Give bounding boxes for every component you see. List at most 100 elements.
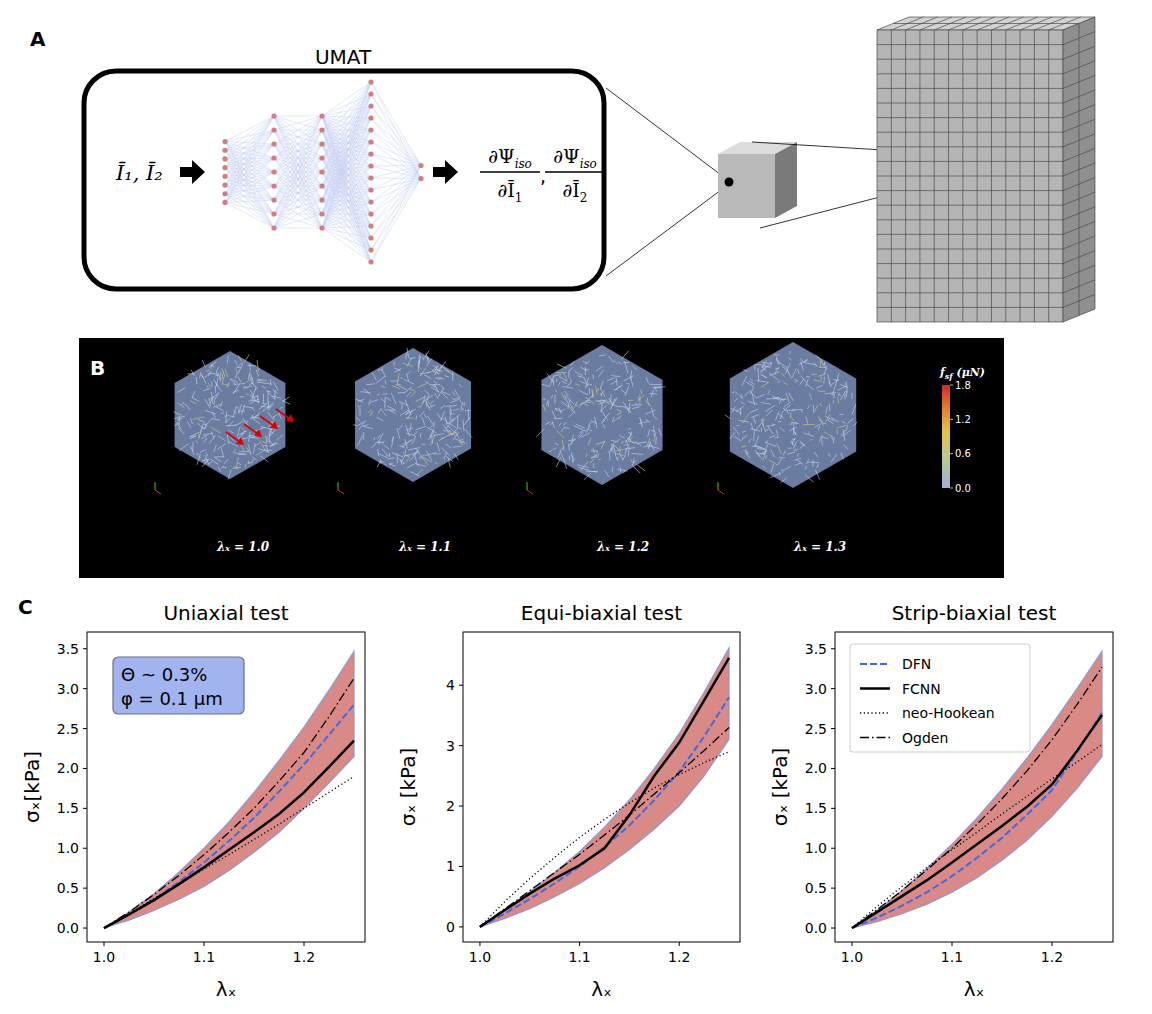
neuron [418,163,423,168]
fiber [418,406,421,407]
force-arrow-head [236,437,244,445]
snapshot-label: λₓ = 1.3 [793,540,846,554]
y-tick-label: 3.5 [805,641,827,657]
fiber [792,409,802,410]
neuron [368,235,373,240]
fiber [391,393,396,404]
fiber [794,379,797,381]
fiber [202,360,205,367]
fiber [751,415,759,418]
fiber [615,453,624,455]
fiber [762,418,763,426]
fiber [619,452,623,460]
fiber [202,462,207,467]
fiber [754,364,755,370]
fiber [427,359,432,366]
fiber [226,412,227,424]
edge [274,228,322,229]
fiber [377,417,384,421]
fiber [384,397,386,408]
fiber [828,420,833,424]
fiber [249,375,254,385]
fiber [233,449,237,454]
fiber [564,391,567,394]
legend-label: FCNN [902,681,941,697]
edge [322,178,371,214]
fiber [455,439,464,443]
fiber [806,379,809,387]
fiber [575,404,577,406]
fiber [393,386,400,389]
fiber [200,373,203,377]
fiber [205,410,216,414]
chart-title: Uniaxial test [163,601,288,625]
mesh-line [877,249,1063,250]
edge [274,116,322,172]
fiber [826,406,828,414]
mesh-front [877,30,1063,322]
fiber [203,389,210,391]
fiber [787,369,792,378]
edge [322,118,371,186]
fiber [654,432,656,442]
fiber [576,424,585,428]
y-tick [83,728,87,729]
fiber [192,397,200,401]
edge [274,158,322,228]
fiber [774,398,786,400]
fiber [572,435,574,445]
edge [322,154,371,214]
fiber [782,469,783,473]
fiber [775,437,779,439]
colorbar [942,385,950,488]
neuron [271,183,276,188]
edge [274,116,322,214]
colorbar-tick-label: 1.2 [955,414,971,425]
fiber [789,351,791,354]
fiber [401,403,402,410]
fiber [452,397,454,399]
neuron [222,165,227,170]
edge [322,226,371,228]
umat-box [84,71,604,289]
fiber [548,400,550,407]
neuron [319,127,324,132]
fiber [578,376,584,378]
fiber [561,428,564,432]
fiber [824,432,832,437]
fiber [211,381,213,386]
fiber [427,371,434,374]
fiber [443,430,450,432]
edge [322,82,371,200]
fiber [242,420,245,423]
axis-glyph [527,482,528,490]
fiber [753,430,755,442]
fiber [782,373,785,377]
fiber [438,378,444,380]
fiber [424,414,426,417]
fiber [190,418,192,424]
fiber [240,396,245,397]
fiber [368,410,372,413]
edge [322,106,371,214]
neuron [368,187,373,192]
axis-glyph [155,490,161,494]
fiber [356,399,363,402]
neuron [271,113,276,118]
edge [371,165,421,167]
x-axis-label: λₓ [216,977,237,1001]
fiber [208,383,211,387]
fiber [761,428,762,432]
y-tick-label: 1.0 [57,840,79,856]
mesh-line [877,103,1063,104]
fiber [833,437,835,444]
edge [225,186,274,202]
mesh-top [877,17,1095,30]
numerator: ∂Ψiso [488,145,532,171]
fiber [582,429,587,431]
fiber [586,471,597,473]
fiber [212,419,220,420]
fiber [401,446,405,448]
fiber [605,470,610,477]
fiber [428,405,435,408]
